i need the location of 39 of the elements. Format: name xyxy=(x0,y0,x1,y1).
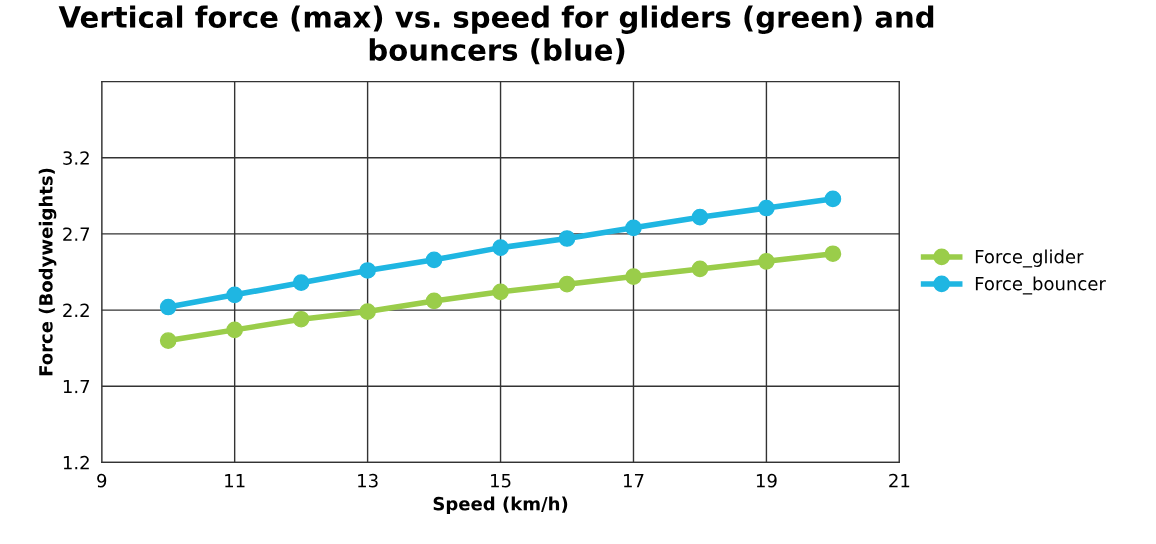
point xyxy=(824,190,842,208)
x-axis-title: Speed (km/h) xyxy=(433,496,568,515)
x-tick-label: 13 xyxy=(358,473,378,488)
x-tick-label: 17 xyxy=(623,474,644,488)
x-tick-label: 21 xyxy=(889,473,910,488)
point xyxy=(226,321,244,339)
y-tick-label: 3.2 xyxy=(63,151,89,165)
point xyxy=(226,286,244,304)
point xyxy=(558,275,576,293)
point xyxy=(758,253,775,270)
y-tick-label: 1.7 xyxy=(63,379,90,394)
y-tick-label: 2.7 xyxy=(63,227,90,241)
point xyxy=(425,251,443,269)
point xyxy=(159,332,177,349)
chart-title: Vertical force (max) vs. speed for gliders (green) and bouncers (blue) xyxy=(58,5,934,65)
point xyxy=(492,239,509,256)
legend-label: Force_glider xyxy=(975,249,1084,268)
point xyxy=(824,245,842,263)
point xyxy=(758,199,775,217)
point xyxy=(492,283,509,301)
point xyxy=(691,260,709,278)
x-tick-label: 19 xyxy=(756,473,777,488)
point xyxy=(691,208,709,226)
point xyxy=(159,298,177,316)
point xyxy=(425,292,443,310)
point xyxy=(625,268,642,285)
x-tick-label: 15 xyxy=(491,474,511,488)
x-tick-label: 9 xyxy=(97,473,107,488)
x-tick-label: 11 xyxy=(225,474,245,488)
point xyxy=(359,303,376,320)
point xyxy=(558,230,576,247)
point xyxy=(625,219,642,237)
y-tick-label: 1.2 xyxy=(63,455,89,470)
legend-label: Force_bouncer xyxy=(975,276,1106,295)
y-axis-title: Force (Bodyweights) xyxy=(38,168,57,376)
point xyxy=(292,310,310,328)
point xyxy=(292,274,310,291)
y-tick-label: 2.2 xyxy=(63,303,89,317)
point xyxy=(359,262,376,279)
